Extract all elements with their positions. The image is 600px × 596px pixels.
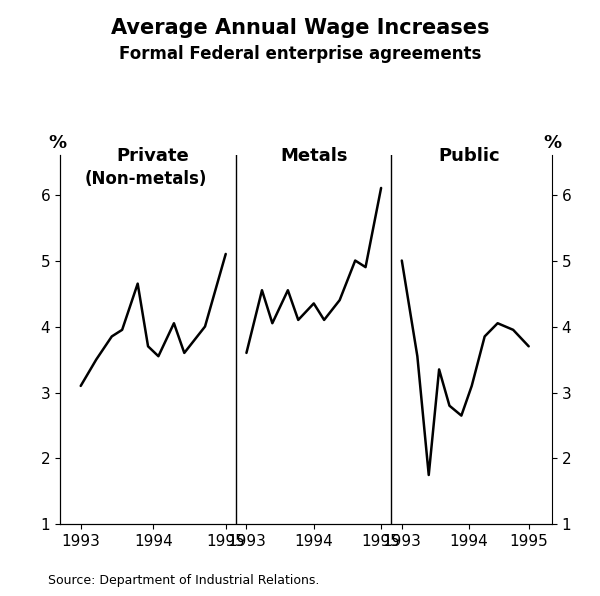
Text: Average Annual Wage Increases: Average Annual Wage Increases: [111, 18, 489, 38]
Text: %: %: [543, 134, 561, 152]
Text: Metals: Metals: [280, 147, 347, 165]
Text: Source: Department of Industrial Relations.: Source: Department of Industrial Relatio…: [48, 574, 319, 587]
Text: Private: Private: [117, 147, 190, 165]
Text: (Non-metals): (Non-metals): [84, 170, 206, 188]
Text: Public: Public: [439, 147, 500, 165]
Text: %: %: [48, 134, 66, 152]
Text: Formal Federal enterprise agreements: Formal Federal enterprise agreements: [119, 45, 481, 63]
